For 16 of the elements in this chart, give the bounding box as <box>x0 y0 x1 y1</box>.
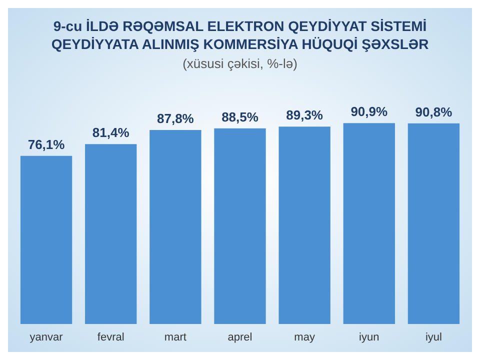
x-tick-label: aprel <box>228 332 252 344</box>
data-label: 89,3% <box>286 108 324 123</box>
x-tick-label: mart <box>164 332 186 344</box>
chart-subtitle: (xüsusi çəkisi, %-lə) <box>182 56 298 71</box>
data-label: 88,5% <box>222 109 259 124</box>
data-label: 76,1% <box>28 136 66 152</box>
data-label: 90,9% <box>350 104 388 120</box>
chart-title: 9-cu İLDƏ RƏQƏMSAL ELEKTRON QEYDİYYAT SİSTEMİ QEYDİYYATA ALINMIŞ KOMMERSİYA HÜQUQİ ŞƏXSLƏR <box>51 18 429 52</box>
x-tick-label: fevral <box>97 332 124 344</box>
data-label: 87,8% <box>156 110 194 126</box>
data-label: 81,4% <box>92 125 130 140</box>
x-tick-label: may <box>294 332 316 344</box>
x-tick-label: yanvar <box>30 332 64 344</box>
data-label: 90,8% <box>415 104 453 120</box>
x-tick-label: iyun <box>359 332 380 344</box>
x-tick-label: iyul <box>425 332 442 344</box>
